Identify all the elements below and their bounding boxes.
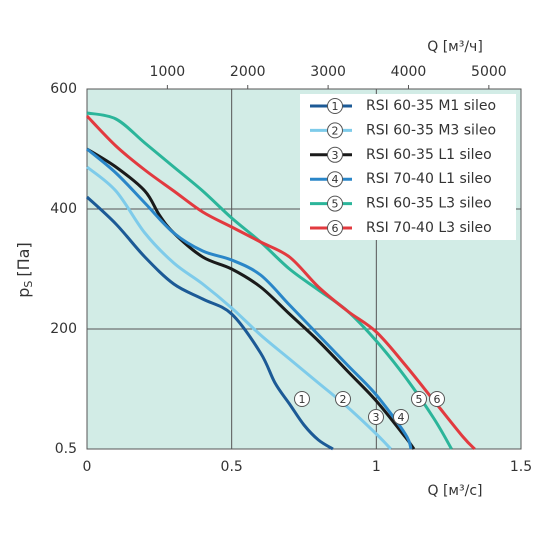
legend-tag-circle — [327, 195, 343, 212]
series-line — [86, 111, 453, 450]
legend-tag-circle — [327, 171, 343, 188]
y-tick-label: 0.5 — [55, 441, 77, 457]
x2-tick-label: 5000 — [471, 64, 507, 80]
curve-tag: 1 — [299, 393, 306, 406]
y-tick-label: 400 — [50, 201, 77, 217]
x2-tick-label: 4000 — [391, 64, 427, 80]
legend-label: RSI 70-40 L3 sileo — [366, 220, 492, 236]
plot-frame — [86, 88, 522, 450]
legend: 1 RSI 60-35 M1 sileo 2 RSI 60-35 M3 sileo 3 R… — [300, 94, 516, 240]
x2-tick-label: 1000 — [150, 64, 186, 80]
legend-tag: 6 — [332, 222, 339, 235]
series-line — [85, 114, 476, 451]
x2-tick-label: 2000 — [230, 64, 266, 80]
series-line — [86, 147, 413, 450]
x2-axis-label: Q [м³/ч] — [427, 39, 483, 55]
legend-label: RSI 60-35 L3 sileo — [366, 196, 492, 212]
x2-tick-label: 3000 — [310, 64, 346, 80]
y-label-sub: S — [22, 281, 35, 288]
curve-tag: 4 — [398, 411, 405, 424]
curve-tag-circle — [368, 409, 384, 425]
legend-tag-circle — [327, 146, 343, 163]
curve-tag-circle — [429, 391, 445, 407]
curve-tag: 2 — [340, 393, 347, 406]
legend-label: RSI 70-40 L1 sileo — [366, 171, 492, 187]
x-tick-label: 1 — [372, 459, 381, 475]
legend-tag: 3 — [332, 149, 339, 162]
legend-tag: 2 — [332, 124, 339, 137]
curve-tag: 3 — [373, 411, 380, 424]
legend-tag-circle — [327, 98, 343, 114]
curve-tag-circle — [411, 391, 427, 407]
legend-tag: 1 — [332, 100, 339, 113]
series-line — [86, 147, 416, 450]
y-axis-label: pS [Па] — [14, 242, 36, 297]
curve-tag: 5 — [416, 393, 423, 406]
curve-tag: 6 — [434, 393, 441, 406]
legend-label: RSI 60-35 M3 sileo — [366, 122, 496, 138]
legend-label: RSI 60-35 L1 sileo — [366, 147, 492, 163]
legend-tag: 4 — [332, 173, 339, 186]
x-tick-label: 1.5 — [510, 459, 532, 475]
series-line — [86, 165, 392, 451]
curve-tag-circle — [393, 409, 409, 425]
legend-tag-circle — [327, 220, 343, 236]
y-tick-label: 600 — [50, 81, 77, 97]
legend-box — [300, 94, 516, 240]
y-tick-label: 200 — [50, 321, 77, 337]
legend-tag-circle — [327, 122, 343, 139]
y-label-unit: [Па] — [14, 242, 33, 276]
y-label-main: p — [14, 288, 33, 298]
legend-label: RSI 60-35 M1 sileo — [366, 98, 496, 114]
series-line — [85, 195, 334, 451]
curve-tag-circle — [335, 391, 351, 407]
x-axis-label: Q [м³/с] — [428, 483, 483, 499]
x-tick-label: 0 — [83, 459, 92, 475]
legend-tag: 5 — [332, 198, 339, 211]
curve-tag-circle — [294, 391, 310, 407]
x-tick-label: 0.5 — [221, 459, 243, 475]
